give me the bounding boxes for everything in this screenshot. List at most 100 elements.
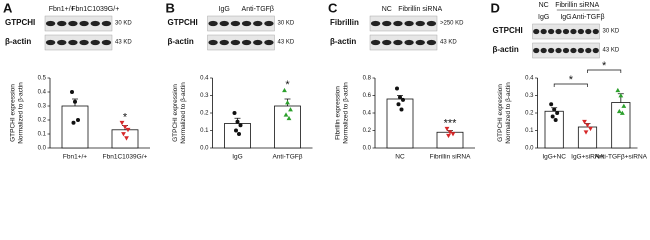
lane-label: Fibrillin siRNA xyxy=(398,6,442,13)
blot-size: 30 KD xyxy=(115,21,132,27)
y-tick-label: 0.8 xyxy=(363,76,372,82)
blot-band xyxy=(555,28,562,35)
point xyxy=(234,128,238,133)
lane-label: IgG xyxy=(560,14,571,21)
y-axis-label: Fibrillin expression xyxy=(335,86,342,140)
y-tick-label: 0.3 xyxy=(525,93,534,99)
figure: A Fbn1+/+Fbn1C1039G/+GTPCHI 30 KDβ-actin 43… xyxy=(3,0,648,161)
point xyxy=(237,132,241,136)
blot-band xyxy=(562,47,570,54)
blot-band xyxy=(101,39,112,46)
y-tick-label: 0.1 xyxy=(525,128,534,134)
x-tick-label: Anti-TGFβ xyxy=(272,154,302,161)
blot-band xyxy=(253,39,263,46)
significance: * xyxy=(285,79,290,91)
panel-letter: B xyxy=(166,0,175,15)
blot-band xyxy=(90,39,100,46)
y-tick-label: 0.2 xyxy=(38,118,47,124)
blot-strip xyxy=(369,15,438,32)
blot-strip xyxy=(207,15,275,32)
x-tick-label: IgG+siRNA xyxy=(571,154,604,161)
blot-band xyxy=(79,39,89,46)
point xyxy=(398,95,402,100)
blot-band xyxy=(533,28,540,35)
blot-size: 43 KD xyxy=(278,40,295,46)
blot-row-label: β-actin xyxy=(168,37,194,46)
point xyxy=(70,90,74,94)
y-tick-label: 0.4 xyxy=(38,90,47,96)
point xyxy=(396,102,401,107)
panel: C NC Fibrillin siRNA Fibrillin >250 KD β-acti… xyxy=(328,0,475,161)
blot-band xyxy=(219,39,229,46)
blot-band xyxy=(585,28,592,35)
y-tick-label: 0.1 xyxy=(38,132,47,138)
blot-strip xyxy=(207,34,275,51)
point xyxy=(447,130,453,135)
panel-letter: C xyxy=(328,0,338,15)
point xyxy=(76,118,80,122)
y-tick-label: 0.4 xyxy=(200,76,209,82)
blot-band xyxy=(540,47,547,54)
blot-band xyxy=(57,20,67,27)
point xyxy=(618,93,624,98)
point xyxy=(446,133,451,139)
point xyxy=(285,100,290,105)
y-tick-label: 0.2 xyxy=(525,111,534,117)
blot-band xyxy=(415,20,425,27)
blot-band xyxy=(577,28,585,35)
blot-band xyxy=(45,39,56,46)
y-axis-label: Normalized to β-actin xyxy=(180,82,187,144)
blot-band xyxy=(230,39,241,46)
lane-label: Anti-TGFβ xyxy=(242,6,274,13)
lane-label: IgG xyxy=(538,14,549,21)
point xyxy=(121,132,126,137)
y-tick-label: 0.0 xyxy=(200,146,209,152)
y-tick-label: 0.0 xyxy=(363,146,372,152)
point xyxy=(553,118,558,122)
blot-band xyxy=(577,47,585,54)
blot-band xyxy=(57,39,67,46)
blot-band xyxy=(592,47,599,54)
blot-band xyxy=(208,39,218,46)
significance: * xyxy=(123,112,128,124)
point xyxy=(288,107,293,112)
point xyxy=(450,132,456,137)
blot-band xyxy=(90,20,100,27)
y-axis-label: Normalized to β-actin xyxy=(343,82,350,144)
blot-band xyxy=(79,20,89,27)
blot-band xyxy=(253,20,263,27)
point xyxy=(119,120,125,126)
point xyxy=(549,102,554,107)
blot-size: >250 KD xyxy=(440,21,464,27)
point xyxy=(552,107,557,112)
blot-size: 43 KD xyxy=(603,48,620,54)
point xyxy=(124,136,129,141)
point xyxy=(616,108,622,114)
blot-band xyxy=(370,20,381,27)
significance-bracket xyxy=(553,83,588,87)
point xyxy=(71,120,76,125)
blot-band xyxy=(241,39,252,46)
blot-band xyxy=(208,20,218,27)
blot-row-label: GTPCHI xyxy=(168,18,198,27)
bar xyxy=(224,123,251,149)
lane-label: Fbn1+/+ xyxy=(49,6,75,13)
point xyxy=(621,103,627,108)
lane-label: NC xyxy=(382,6,392,13)
y-tick-label: 0.1 xyxy=(200,128,209,134)
point xyxy=(235,119,240,124)
bar xyxy=(386,98,414,149)
point xyxy=(550,114,555,119)
blot-size: 30 KD xyxy=(603,29,620,35)
blot-band xyxy=(404,20,414,27)
y-tick-label: 0.5 xyxy=(38,76,47,82)
blot-band xyxy=(547,47,555,54)
blot-band xyxy=(382,39,392,46)
panel: A Fbn1+/+Fbn1C1039G/+GTPCHI 30 KDβ-actin 43… xyxy=(3,0,150,161)
blot-band xyxy=(45,20,56,27)
y-tick-label: 0.0 xyxy=(38,146,47,152)
lane-label: Anti-TGFβ xyxy=(572,14,604,21)
bar xyxy=(274,105,301,149)
blot-strip xyxy=(44,15,113,32)
